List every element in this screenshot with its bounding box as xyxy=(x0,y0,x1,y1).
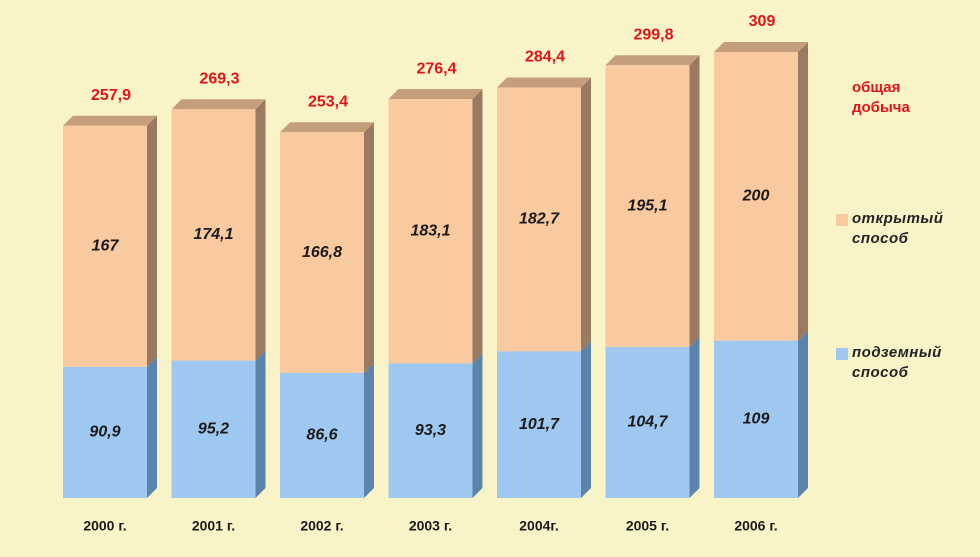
legend-open-line1: открытый xyxy=(852,210,944,227)
bar-top xyxy=(280,122,374,133)
bar-side-underground xyxy=(581,341,591,498)
bar-underground xyxy=(605,346,690,498)
legend-swatch-open xyxy=(836,214,848,226)
bar-side-underground xyxy=(147,356,157,498)
bar-side-underground xyxy=(472,353,483,498)
value-label-total: 269,3 xyxy=(199,71,239,88)
bar-underground xyxy=(63,366,147,498)
bar-side-open xyxy=(472,89,483,364)
x-tick-label: 2003 г. xyxy=(409,518,452,534)
legend-swatch-underground xyxy=(836,348,848,360)
legend-total: общая добыча xyxy=(852,78,910,118)
bar-underground xyxy=(714,340,798,498)
value-label-total: 257,9 xyxy=(91,87,131,104)
bar-open xyxy=(497,87,581,352)
bar-underground xyxy=(388,363,473,498)
bar-open xyxy=(388,99,473,364)
legend-total-line2: добыча xyxy=(852,99,910,116)
bar-top xyxy=(497,77,591,88)
value-label-underground: 95,2 xyxy=(198,421,229,438)
x-tick-label: 2004г. xyxy=(519,518,558,534)
bar-side-open xyxy=(581,77,591,352)
value-label-total: 299,8 xyxy=(633,26,673,43)
value-label-underground: 101,7 xyxy=(519,416,560,433)
bar-open xyxy=(280,132,364,374)
value-label-open: 183,1 xyxy=(410,222,450,239)
value-label-total: 253,4 xyxy=(308,93,348,110)
legend-underground-line2: способ xyxy=(852,364,909,381)
value-label-underground: 109 xyxy=(743,411,770,428)
bar-top xyxy=(714,42,808,52)
bar-top xyxy=(605,55,700,66)
value-label-total: 309 xyxy=(749,13,776,30)
legend-underground-line1: подземный xyxy=(852,344,942,361)
bar-top xyxy=(63,115,157,126)
value-label-underground: 86,6 xyxy=(306,427,337,444)
bar-side-underground xyxy=(255,350,266,498)
value-label-total: 276,4 xyxy=(416,60,456,77)
bar-side-underground xyxy=(364,363,374,498)
bar-open xyxy=(605,65,690,347)
bar-side-open xyxy=(798,42,808,341)
value-label-underground: 90,9 xyxy=(89,424,120,441)
value-label-underground: 93,3 xyxy=(415,422,446,439)
bar-open xyxy=(171,109,256,361)
bar-open xyxy=(714,52,798,341)
bar-side-open xyxy=(364,122,374,374)
bar-underground xyxy=(497,351,581,498)
legend-open: открытый способ xyxy=(852,209,943,249)
bar-side-open xyxy=(147,115,157,367)
bar-side-underground xyxy=(689,336,700,498)
value-label-underground: 104,7 xyxy=(627,414,668,431)
x-tick-label: 2001 г. xyxy=(192,518,235,534)
bar-side-open xyxy=(689,55,700,347)
x-tick-label: 2002 г. xyxy=(300,518,343,534)
x-tick-label: 2000 г. xyxy=(83,518,126,534)
bar-open xyxy=(63,125,147,367)
bar-underground xyxy=(280,373,364,498)
value-label-open: 166,8 xyxy=(302,244,342,261)
value-label-open: 167 xyxy=(92,237,120,254)
value-label-total: 284,4 xyxy=(525,49,565,66)
x-tick-label: 2006 г. xyxy=(734,518,777,534)
bar-side-underground xyxy=(798,330,808,498)
bar-top xyxy=(171,99,266,110)
bar-underground xyxy=(171,360,256,498)
value-label-open: 174,1 xyxy=(193,226,233,243)
legend-total-line1: общая xyxy=(852,79,901,96)
x-tick-label: 2005 г. xyxy=(626,518,669,534)
value-label-open: 195,1 xyxy=(627,197,667,214)
legend-open-line2: способ xyxy=(852,230,909,247)
bar-side-open xyxy=(255,99,266,361)
bar-top xyxy=(388,89,483,100)
value-label-open: 200 xyxy=(742,188,770,205)
legend-underground: подземный способ xyxy=(852,343,942,383)
value-label-open: 182,7 xyxy=(519,211,560,228)
